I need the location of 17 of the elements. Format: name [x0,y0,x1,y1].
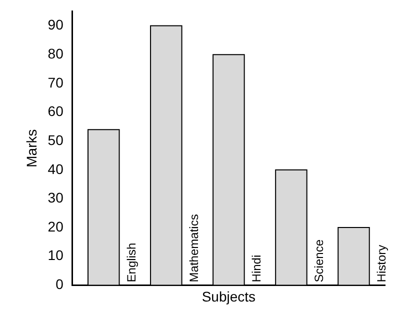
y-tick-label: 30 [48,190,64,206]
x-tick-label: Mathematics [187,214,202,282]
y-tick-label: 70 [48,74,64,90]
x-tick-label: History [374,244,389,282]
x-axis-title: Subjects [202,288,256,304]
y-tick-label: 20 [48,218,64,234]
y-tick-label: 0 [56,276,64,292]
y-axis-title: Marks [23,129,40,168]
x-tick-label: Hindi [250,254,264,282]
y-tick-label: 90 [48,16,64,33]
y-tick-label: 50 [48,132,64,148]
y-tick-label: 40 [48,160,64,177]
x-tick-label: Science [312,239,326,282]
y-tick-label: 60 [48,103,64,120]
x-tick-label: English [124,242,139,282]
y-tick-label: 10 [48,247,64,264]
y-tick-label: 80 [48,45,64,62]
